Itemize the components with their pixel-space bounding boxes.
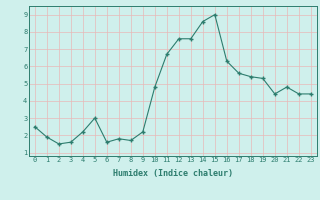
X-axis label: Humidex (Indice chaleur): Humidex (Indice chaleur): [113, 169, 233, 178]
